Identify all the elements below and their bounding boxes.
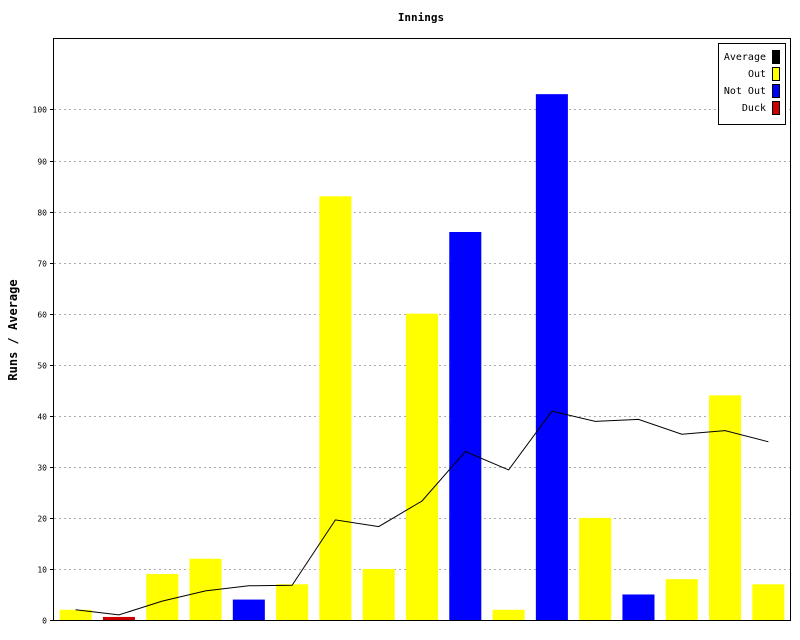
y-tick-label: 0 [42,617,47,626]
bar [449,232,482,620]
y-tick-label: 40 [37,413,47,422]
bar [276,584,309,620]
legend-label: Out [748,69,766,80]
bar [622,594,655,620]
bar [146,574,179,620]
average-series [75,410,769,616]
legend-swatch [772,101,780,115]
y-tick-label: 70 [37,260,47,269]
bar [665,579,698,620]
bar [492,609,525,620]
legend-swatch [772,67,780,81]
average-line [75,410,769,616]
y-tick-label: 50 [37,362,47,371]
bar-series [59,94,785,620]
chart-title: Innings [398,11,444,24]
chart-legend: Average Out Not Out Duck [718,43,786,125]
y-tick-label: 30 [37,464,47,473]
y-tick-label: 90 [37,158,47,167]
plot-frame [53,38,791,621]
legend-swatch [772,84,780,98]
y-tick-label: 60 [37,311,47,320]
bar [102,616,135,620]
legend-label: Not Out [724,86,766,97]
bar [579,517,612,620]
y-tick-label: 80 [37,209,47,218]
y-axis-ticks: 0 10 20 30 40 50 60 70 80 90 100 [33,106,54,626]
bar [59,609,92,620]
legend-swatch [772,50,780,64]
y-tick-label: 10 [37,566,47,575]
y-tick-label: 20 [37,515,47,524]
y-tick-label: 100 [33,106,48,115]
bar [709,395,742,620]
bar [405,313,439,620]
legend-label: Average [724,52,766,63]
y-axis-label: Runs / Average [6,279,20,380]
bar [232,599,265,620]
bar [535,94,568,620]
bar [319,196,352,620]
bar [752,584,785,620]
legend-label: Duck [742,103,766,114]
bar [362,568,395,620]
